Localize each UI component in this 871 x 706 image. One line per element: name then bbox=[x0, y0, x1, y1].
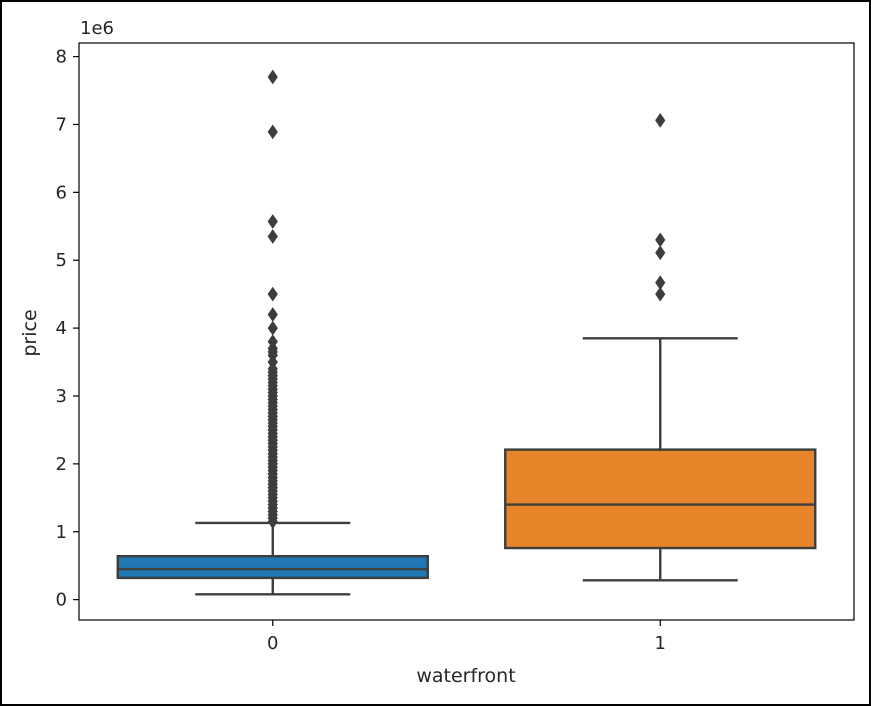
x-tick-label: 1 bbox=[655, 633, 666, 654]
iqr-box bbox=[118, 556, 428, 578]
iqr-box bbox=[505, 450, 815, 548]
outlier-point bbox=[268, 230, 277, 243]
y-tick-label: 2 bbox=[56, 454, 67, 475]
outlier-point bbox=[268, 322, 277, 335]
y-tick-label: 3 bbox=[56, 386, 67, 407]
outlier-point bbox=[656, 246, 665, 259]
outlier-point bbox=[268, 215, 277, 228]
y-axis-label: price bbox=[19, 309, 41, 356]
outlier-point bbox=[656, 288, 665, 301]
y-tick-label: 6 bbox=[56, 182, 67, 203]
x-axis-label: waterfront bbox=[416, 665, 515, 687]
outlier-point bbox=[268, 125, 277, 138]
y-tick-label: 5 bbox=[56, 250, 67, 271]
outlier-point bbox=[656, 114, 665, 127]
y-offset-label: 1e6 bbox=[80, 18, 114, 39]
y-tick-label: 8 bbox=[56, 47, 67, 68]
y-tick-label: 4 bbox=[56, 318, 67, 339]
y-tick-label: 7 bbox=[56, 114, 67, 135]
outlier-point bbox=[268, 308, 277, 321]
x-tick-label: 0 bbox=[267, 633, 278, 654]
y-tick-label: 1 bbox=[56, 522, 67, 543]
outlier-point bbox=[268, 70, 277, 83]
outlier-point bbox=[268, 288, 277, 301]
y-tick-label: 0 bbox=[56, 590, 67, 611]
outlier-point bbox=[656, 233, 665, 246]
